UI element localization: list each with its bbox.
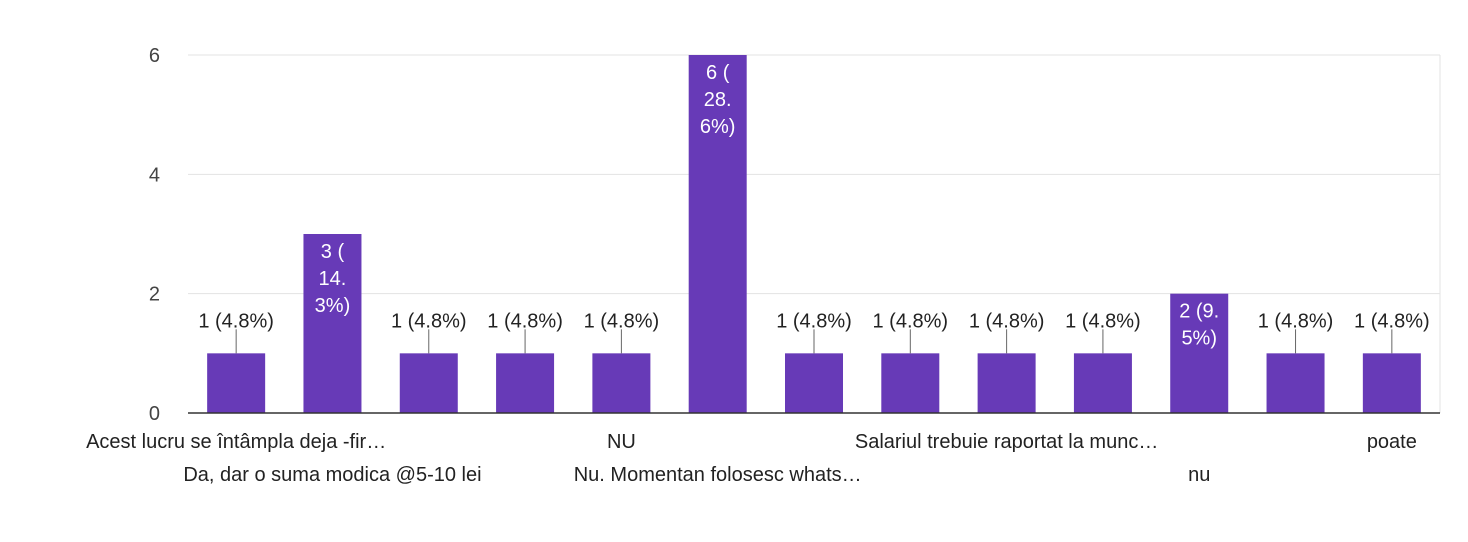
x-category-label: Nu. Momentan folosesc whats…	[574, 464, 862, 486]
data-label: 1 (4.8%)	[873, 310, 949, 332]
x-category-label: Da, dar o suma modica @5-10 lei	[183, 464, 481, 486]
bar	[399, 353, 458, 413]
data-label: 1 (4.8%)	[198, 310, 274, 332]
bar	[303, 234, 362, 413]
bar	[592, 353, 651, 413]
data-label: 1 (4.8%)	[487, 310, 563, 332]
bar	[977, 353, 1036, 413]
data-label: 1 (4.8%)	[776, 310, 852, 332]
bar	[1073, 353, 1132, 413]
data-label: 1 (4.8%)	[391, 310, 467, 332]
data-label: 1 (4.8%)	[1065, 310, 1141, 332]
data-label: 1 (4.8%)	[969, 310, 1045, 332]
data-label: 3%)	[315, 295, 351, 317]
bar	[688, 55, 747, 413]
data-label: 3 (	[321, 241, 345, 263]
bar	[785, 353, 843, 413]
x-category-label: poate	[1367, 431, 1417, 453]
data-label: 14.	[319, 268, 347, 290]
data-label: 5%)	[1181, 328, 1217, 350]
data-label: 6 (	[706, 62, 730, 84]
bar	[1362, 353, 1421, 413]
data-label: 2 (9.	[1179, 301, 1219, 323]
bar	[207, 353, 266, 413]
data-label: 6%)	[700, 116, 736, 138]
y-tick-label: 4	[149, 164, 160, 186]
y-tick-label: 6	[149, 45, 160, 67]
x-category-label: Salariul trebuie raportat la munc…	[855, 431, 1158, 453]
data-label: 1 (4.8%)	[1354, 310, 1430, 332]
data-label: 28.	[704, 89, 732, 111]
x-category-label: nu	[1188, 464, 1210, 486]
bar	[1266, 353, 1325, 413]
y-tick-label: 2	[149, 284, 160, 306]
bar	[496, 353, 555, 413]
bar	[881, 353, 940, 413]
y-tick-label: 0	[149, 403, 160, 425]
x-category-label: NU	[607, 431, 636, 453]
x-category-label: Acest lucru se întâmpla deja -fir…	[86, 431, 386, 453]
data-label: 1 (4.8%)	[584, 310, 660, 332]
data-label: 1 (4.8%)	[1258, 310, 1334, 332]
bar	[1170, 293, 1229, 413]
